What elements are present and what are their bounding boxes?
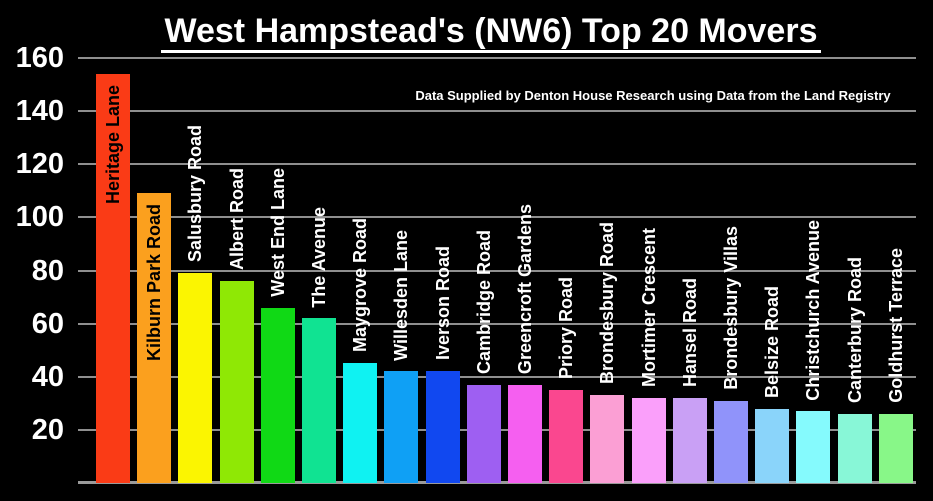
y-axis-tick-label: 100 [15, 201, 64, 234]
bar [302, 318, 336, 483]
bar [260, 307, 295, 483]
bar [590, 395, 625, 483]
bar [508, 384, 542, 483]
bar [755, 408, 790, 483]
bar [425, 371, 460, 483]
bar-label: Christchurch Avenue [803, 219, 824, 401]
bar-label: The Avenue [309, 206, 329, 308]
bar-label: Hansel Road [679, 277, 700, 388]
gridline [78, 57, 916, 60]
bar [96, 73, 130, 483]
bar [178, 273, 213, 483]
gridline [78, 269, 916, 272]
bar [549, 390, 584, 483]
bar [672, 398, 707, 483]
bar-label: Goldhurst Terrace [885, 248, 906, 403]
bar [796, 411, 831, 483]
bar-label: Mortimer Crescent [638, 227, 659, 388]
bar-label: Greencroft Gardens [515, 203, 535, 374]
bar [343, 363, 378, 483]
gridline [78, 216, 916, 219]
bar-label: Iverson Road [432, 246, 453, 361]
bar [466, 384, 501, 483]
chart-title-wrap: West Hampstead's (NW6) Top 20 Movers [85, 13, 897, 53]
bar [384, 371, 419, 483]
chart-title: West Hampstead's (NW6) Top 20 Movers [160, 13, 822, 53]
bar-label: Heritage Lane [103, 84, 123, 205]
gridline [78, 322, 916, 325]
y-axis-tick-label: 120 [15, 148, 64, 181]
gridline [78, 163, 916, 166]
bar-label: Albert Road [226, 168, 247, 271]
bar-label: Cambridge Road [473, 229, 494, 374]
gridline [78, 375, 916, 378]
bar-label: West End Lane [267, 168, 288, 297]
bar-label: Willesden Lane [391, 229, 412, 361]
bar-label: Kilburn Park Road [144, 204, 165, 362]
y-axis-tick-label: 140 [15, 95, 64, 128]
bar-label: Salusbury Road [185, 125, 206, 263]
y-axis-tick-label: 20 [31, 413, 64, 446]
chart-subtitle: Data Supplied by Denton House Research u… [415, 88, 891, 103]
bar-label: Canterbury Road [844, 256, 865, 403]
y-axis-tick-label: 40 [31, 360, 64, 393]
bar [714, 400, 748, 483]
bar-label: Maygrove Road [350, 218, 371, 353]
bar-label: Priory Road [556, 277, 577, 380]
bar [878, 413, 913, 483]
y-axis-tick-label: 80 [31, 254, 64, 287]
bar-label: Brondesbury Road [597, 222, 618, 385]
bar-label: Brondesbury Villas [721, 225, 741, 390]
bar-label: Belsize Road [762, 285, 783, 398]
bar [137, 193, 172, 483]
gridline [78, 110, 916, 113]
bar [219, 281, 254, 483]
y-axis-tick-label: 60 [31, 307, 64, 340]
bar [837, 413, 872, 483]
bar [631, 398, 666, 483]
y-axis-tick-label: 160 [15, 42, 64, 75]
